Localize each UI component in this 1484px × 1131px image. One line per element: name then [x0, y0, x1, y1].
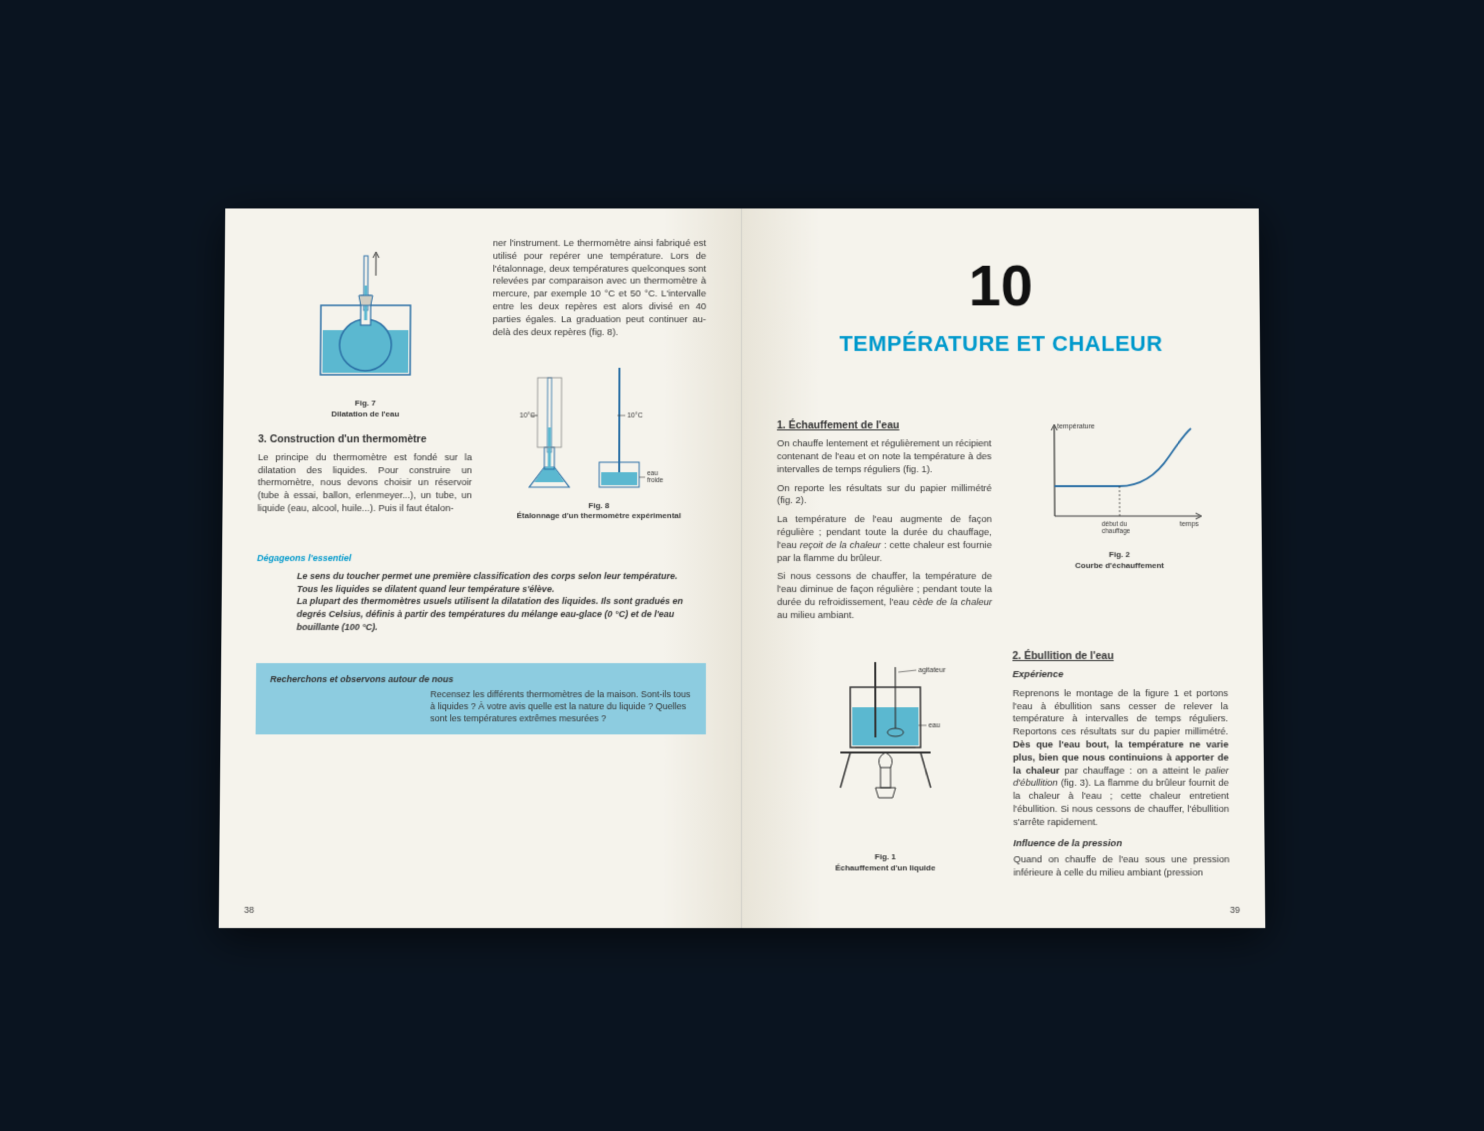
svg-text:début du: début du: [1101, 521, 1127, 528]
section1-p4: Si nous cessons de chauffer, la températ…: [777, 571, 992, 622]
svg-text:10°C: 10°C: [627, 410, 643, 418]
top-paragraph: ner l'instrument. Le thermomètre ainsi f…: [492, 238, 706, 339]
fig2-container: température temps début du chauffage Fig…: [1011, 416, 1227, 571]
fig2-caption-l2: Courbe d'échauffement: [1012, 560, 1227, 571]
section1-p2: On reporte les résultats sur du papier m…: [777, 482, 992, 508]
fig8-container: 10°C 10°C eau froide: [492, 347, 706, 522]
fig7-caption-l2: Dilatation de l'eau: [258, 409, 472, 420]
section2-p2: Quand on chauffe de l'eau sous une press…: [1013, 854, 1229, 880]
section1-p3: La température de l'eau augmente de faço…: [777, 514, 992, 565]
fig8-svg: 10°C 10°C eau froide: [499, 347, 699, 496]
section3-body: Le principe du thermomètre est fondé sur…: [257, 452, 472, 516]
s1p4c: au milieu ambiant.: [777, 609, 854, 620]
essential-title: Dégageons l'essentiel: [257, 552, 706, 564]
page-number-left: 38: [244, 903, 254, 915]
fig1-caption: Fig. 1 Échauffement d'un liquide: [777, 851, 993, 873]
influence-label: Influence de la pression: [1013, 837, 1229, 850]
fig1-caption-l1: Fig. 1: [777, 851, 993, 862]
right-two-col-bottom: agitateur eau: [777, 638, 1230, 886]
observe-box: Recherchons et observons autour de nous …: [256, 663, 706, 734]
essential-body: Le sens du toucher permet une première c…: [256, 570, 706, 633]
section2-title: 2. Ébullition de l'eau: [1012, 648, 1227, 662]
svg-text:froide: froide: [647, 476, 664, 483]
svg-text:agitateur: agitateur: [918, 666, 946, 673]
fig7-svg: [301, 245, 431, 394]
s1p3b: reçoit de la chaleur: [800, 539, 881, 550]
svg-text:temps: temps: [1179, 521, 1199, 528]
s2p1a: Reprenons le montage de la figure 1 et p…: [1013, 687, 1229, 737]
top-two-columns: Fig. 7 Dilatation de l'eau 3. Constructi…: [257, 238, 706, 534]
chapter-title: TEMPÉRATURE ET CHALEUR: [777, 329, 1225, 358]
fig8-caption-l2: Étalonnage d'un thermomètre expérimental: [492, 511, 706, 522]
section3-title: 3. Construction d'un thermomètre: [258, 431, 472, 445]
fig2-caption-l1: Fig. 2: [1012, 549, 1227, 560]
page-left: Fig. 7 Dilatation de l'eau 3. Constructi…: [219, 208, 742, 928]
fig7-caption-l1: Fig. 7: [258, 398, 472, 409]
svg-text:température: température: [1057, 423, 1095, 430]
page-right: 10 TEMPÉRATURE ET CHALEUR 1. Échauffemen…: [742, 208, 1265, 928]
observe-title: Recherchons et observons autour de nous: [270, 673, 692, 685]
svg-text:10°C: 10°C: [519, 410, 535, 418]
observe-body: Recensez les différents thermomètres de …: [270, 689, 692, 724]
fig8-caption: Fig. 8 Étalonnage d'un thermomètre expér…: [492, 500, 706, 522]
fig7-caption: Fig. 7 Dilatation de l'eau: [258, 398, 472, 419]
right-two-col-top: 1. Échauffement de l'eau On chauffe lent…: [777, 408, 1228, 628]
right-col: ner l'instrument. Le thermomètre ainsi f…: [492, 238, 707, 534]
fig2-svg: température temps début du chauffage: [1029, 416, 1210, 546]
fig1-svg: agitateur eau: [800, 646, 971, 847]
left-col: Fig. 7 Dilatation de l'eau 3. Constructi…: [257, 238, 473, 534]
fig8-caption-l1: Fig. 8: [492, 500, 706, 511]
bottom-right-col: 2. Ébullition de l'eau Expérience Repren…: [1012, 638, 1229, 886]
essential-box: Dégageons l'essentiel Le sens du toucher…: [256, 552, 706, 633]
svg-text:eau: eau: [928, 722, 940, 729]
svg-text:eau: eau: [647, 469, 658, 476]
section2-p1: Reprenons le montage de la figure 1 et p…: [1013, 687, 1230, 829]
fig1-container: agitateur eau: [777, 646, 993, 873]
experience-label: Expérience: [1012, 669, 1227, 682]
fig1-caption-l2: Échauffement d'un liquide: [777, 862, 993, 873]
page-number-right: 39: [1230, 903, 1240, 915]
right-col-right: température temps début du chauffage Fig…: [1011, 408, 1227, 628]
svg-text:chauffage: chauffage: [1101, 528, 1130, 535]
book-spread: Fig. 7 Dilatation de l'eau 3. Constructi…: [219, 208, 1266, 928]
section1-title: 1. Échauffement de l'eau: [777, 418, 992, 432]
fig7-container: Fig. 7 Dilatation de l'eau: [258, 245, 473, 419]
s1p4b: cède de la chaleur: [912, 597, 992, 608]
chapter-number: 10: [777, 247, 1225, 324]
fig2-caption: Fig. 2 Courbe d'échauffement: [1012, 549, 1227, 571]
right-col-left: 1. Échauffement de l'eau On chauffe lent…: [777, 408, 992, 628]
s2p1c: par chauffage : on a atteint le: [1060, 765, 1206, 776]
bottom-left-col: agitateur eau: [777, 638, 993, 886]
section1-p1: On chauffe lentement et régulièrement un…: [777, 438, 992, 476]
